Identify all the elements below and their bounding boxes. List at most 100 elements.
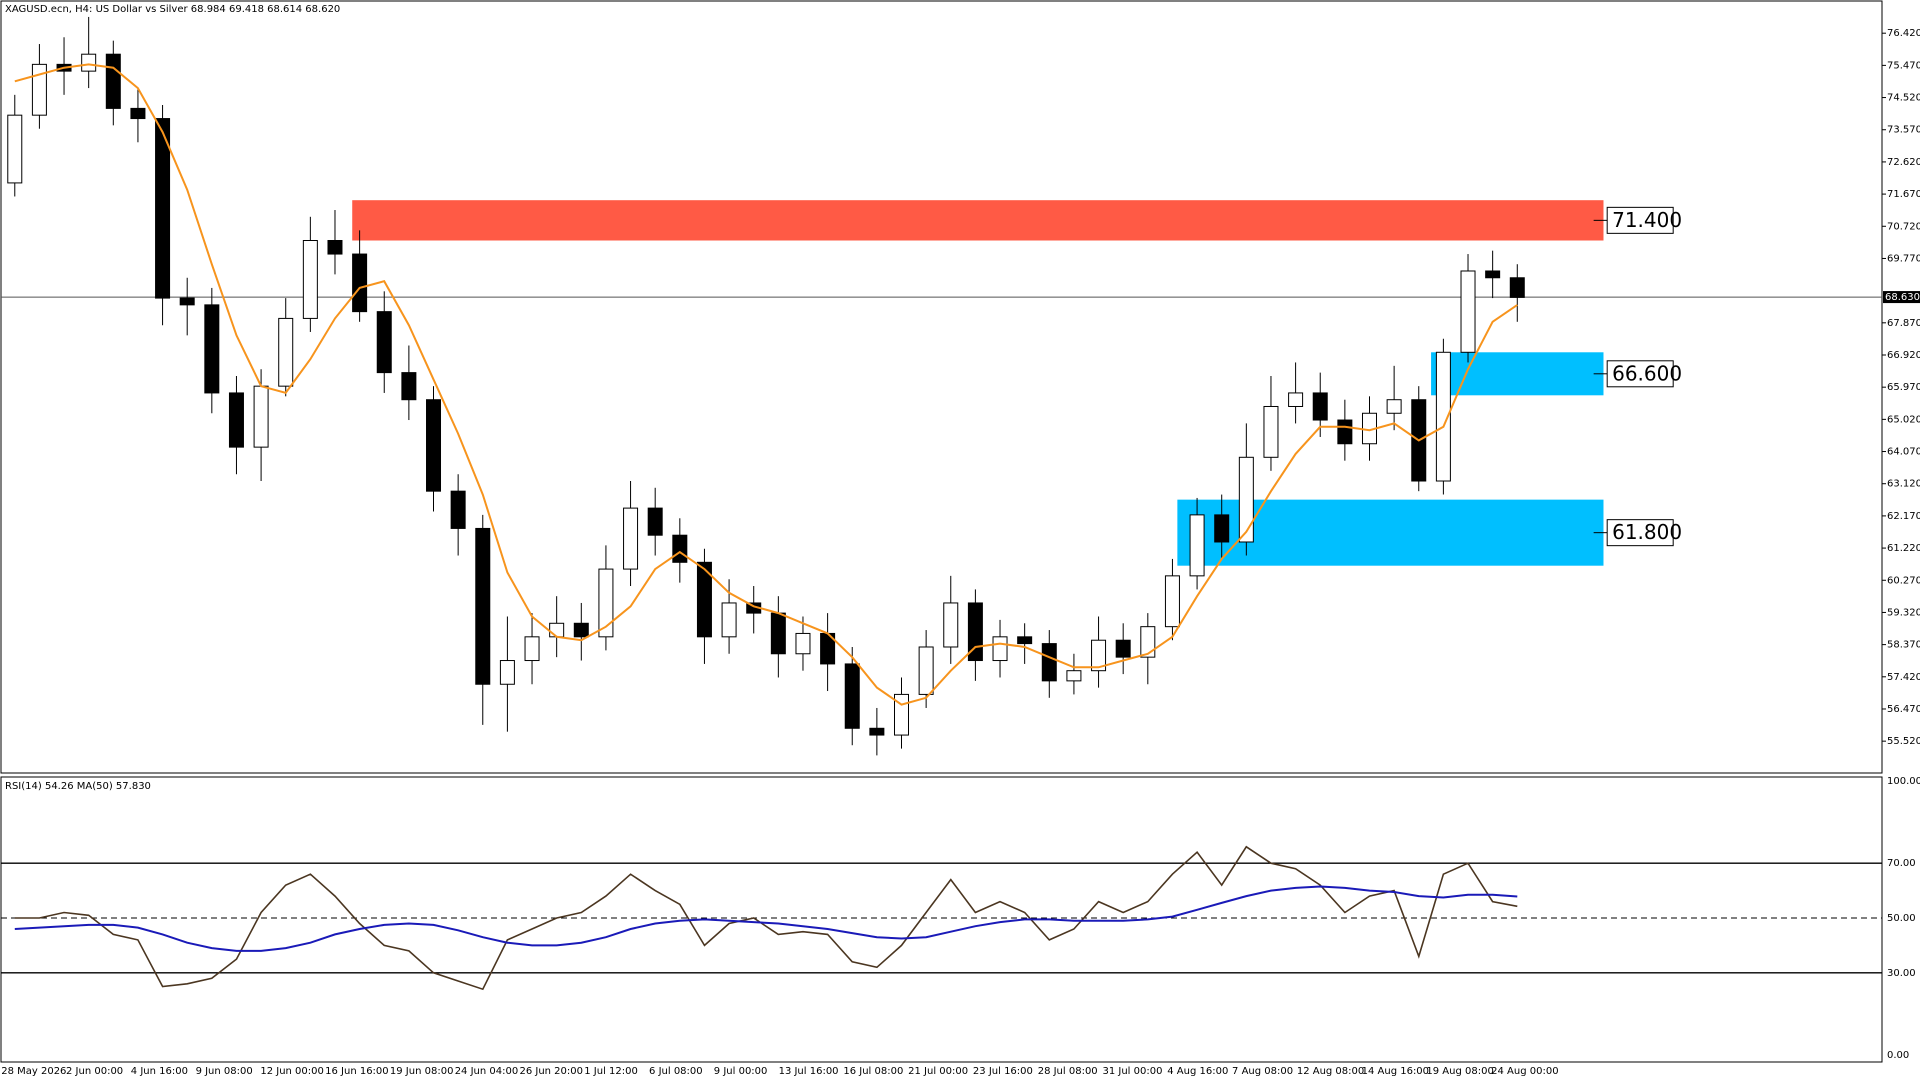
price-label-box (1883, 291, 1920, 304)
candle-body (943, 602, 959, 648)
y-tick-label: 66.920 (1887, 350, 1920, 361)
candle-body (1238, 456, 1254, 543)
candle-body (1189, 514, 1205, 577)
y-tick-label: 61.220 (1887, 543, 1920, 554)
y-tick-label: 76.420 (1887, 28, 1920, 39)
y-tick-label: 62.170 (1887, 511, 1920, 522)
rsi-line (14, 845, 1518, 991)
y-tick-label: 55.520 (1887, 736, 1920, 747)
candle-body (1435, 351, 1451, 482)
candle-body (1115, 639, 1131, 658)
candle-body (228, 392, 244, 448)
x-tick-label: 28 May 2026 (1, 1066, 66, 1077)
x-tick-label: 9 Jun 08:00 (196, 1066, 253, 1077)
candle-body (1017, 636, 1033, 645)
rsi-frame (0, 776, 1883, 1063)
candle-body (598, 568, 614, 638)
candle-body (352, 253, 368, 313)
x-tick-label: 13 Jul 16:00 (779, 1066, 839, 1077)
candle-body (155, 118, 171, 299)
x-tick-label: 28 Jul 08:00 (1038, 1066, 1098, 1077)
candle-body (475, 527, 491, 685)
candle-body (869, 727, 885, 736)
candle-body (1337, 419, 1353, 445)
y-tick-label: 63.120 (1887, 479, 1920, 490)
y-tick-label: 50.00 (1887, 913, 1916, 924)
candle-body (401, 372, 417, 401)
candle-body (1312, 392, 1328, 421)
candle-body (31, 63, 47, 116)
zone-label: 66.600 (1612, 361, 1682, 385)
x-tick-label: 23 Jul 16:00 (973, 1066, 1033, 1077)
moving-average (14, 63, 1518, 706)
y-tick-label: 64.070 (1887, 447, 1920, 458)
x-tick-label: 4 Aug 16:00 (1167, 1066, 1228, 1077)
candle-body (450, 490, 466, 529)
candle-body (770, 612, 786, 655)
y-tick-label: 100.00 (1887, 776, 1920, 787)
zone (1431, 352, 1604, 396)
candle-body (672, 534, 688, 563)
candle-body (302, 240, 318, 319)
price-label: 68.630 (1885, 292, 1920, 303)
x-tick-label: 9 Jul 00:00 (714, 1066, 768, 1077)
x-tick-label: 24 Jun 04:00 (455, 1066, 519, 1077)
zone-label: 61.800 (1612, 520, 1682, 544)
x-tick-label: 2 Jun 00:00 (66, 1066, 123, 1077)
y-tick-label: 74.520 (1887, 93, 1920, 104)
x-tick-label: 1 Jul 12:00 (584, 1066, 638, 1077)
candle-body (426, 399, 442, 492)
candle-body (179, 297, 195, 306)
y-tick-label: 65.970 (1887, 382, 1920, 393)
y-tick-label: 59.320 (1887, 607, 1920, 618)
candle-body (573, 622, 589, 638)
y-tick-label: 57.420 (1887, 672, 1920, 683)
candle-body (1485, 270, 1501, 279)
zone (352, 200, 1604, 241)
candle-body (130, 107, 146, 120)
zone-label-box (1606, 360, 1674, 388)
x-tick-label: 19 Aug 08:00 (1426, 1066, 1493, 1077)
candle-body (7, 114, 23, 184)
candle-body (549, 622, 565, 638)
candle-body (795, 632, 811, 655)
x-tick-label: 16 Jul 08:00 (843, 1066, 903, 1077)
candle-body (647, 507, 663, 536)
x-tick-label: 21 Jul 00:00 (908, 1066, 968, 1077)
y-tick-label: 56.470 (1887, 704, 1920, 715)
candle-body (253, 385, 269, 448)
y-tick-label: 58.370 (1887, 640, 1920, 651)
candle-body (327, 240, 343, 255)
y-tick-label: 60.270 (1887, 575, 1920, 586)
candle-body (278, 317, 294, 387)
candle-body (204, 304, 220, 394)
x-tick-label: 19 Jun 08:00 (390, 1066, 454, 1077)
candle-body (524, 636, 540, 662)
candle-body (721, 602, 737, 638)
candle-body (1140, 626, 1156, 658)
candle-body (499, 660, 515, 685)
candle-body (1091, 639, 1107, 672)
candle-body (1386, 399, 1402, 414)
rsi-title: RSI(14) 54.26 MA(50) 57.830 (5, 781, 151, 792)
candle-body (1214, 514, 1230, 543)
y-tick-label: 30.00 (1887, 968, 1916, 979)
x-tick-label: 12 Aug 08:00 (1297, 1066, 1364, 1077)
y-tick-label: 67.870 (1887, 318, 1920, 329)
chart-title: XAGUSD.ecn, H4: US Dollar vs Silver 68.9… (5, 4, 340, 15)
y-tick-label: 75.470 (1887, 60, 1920, 71)
x-tick-label: 4 Jun 16:00 (131, 1066, 188, 1077)
candle-body (376, 311, 392, 374)
candle-body (1263, 405, 1279, 458)
y-tick-label: 65.020 (1887, 414, 1920, 425)
x-tick-label: 12 Jun 00:00 (260, 1066, 324, 1077)
candle-body (623, 507, 639, 570)
x-tick-label: 26 Jun 20:00 (519, 1066, 583, 1077)
candle-body (844, 663, 860, 729)
zone-label-box (1606, 519, 1674, 547)
rsi-line (14, 885, 1518, 952)
x-tick-label: 14 Aug 16:00 (1362, 1066, 1429, 1077)
x-tick-label: 6 Jul 08:00 (649, 1066, 703, 1077)
candle-body (696, 561, 712, 638)
